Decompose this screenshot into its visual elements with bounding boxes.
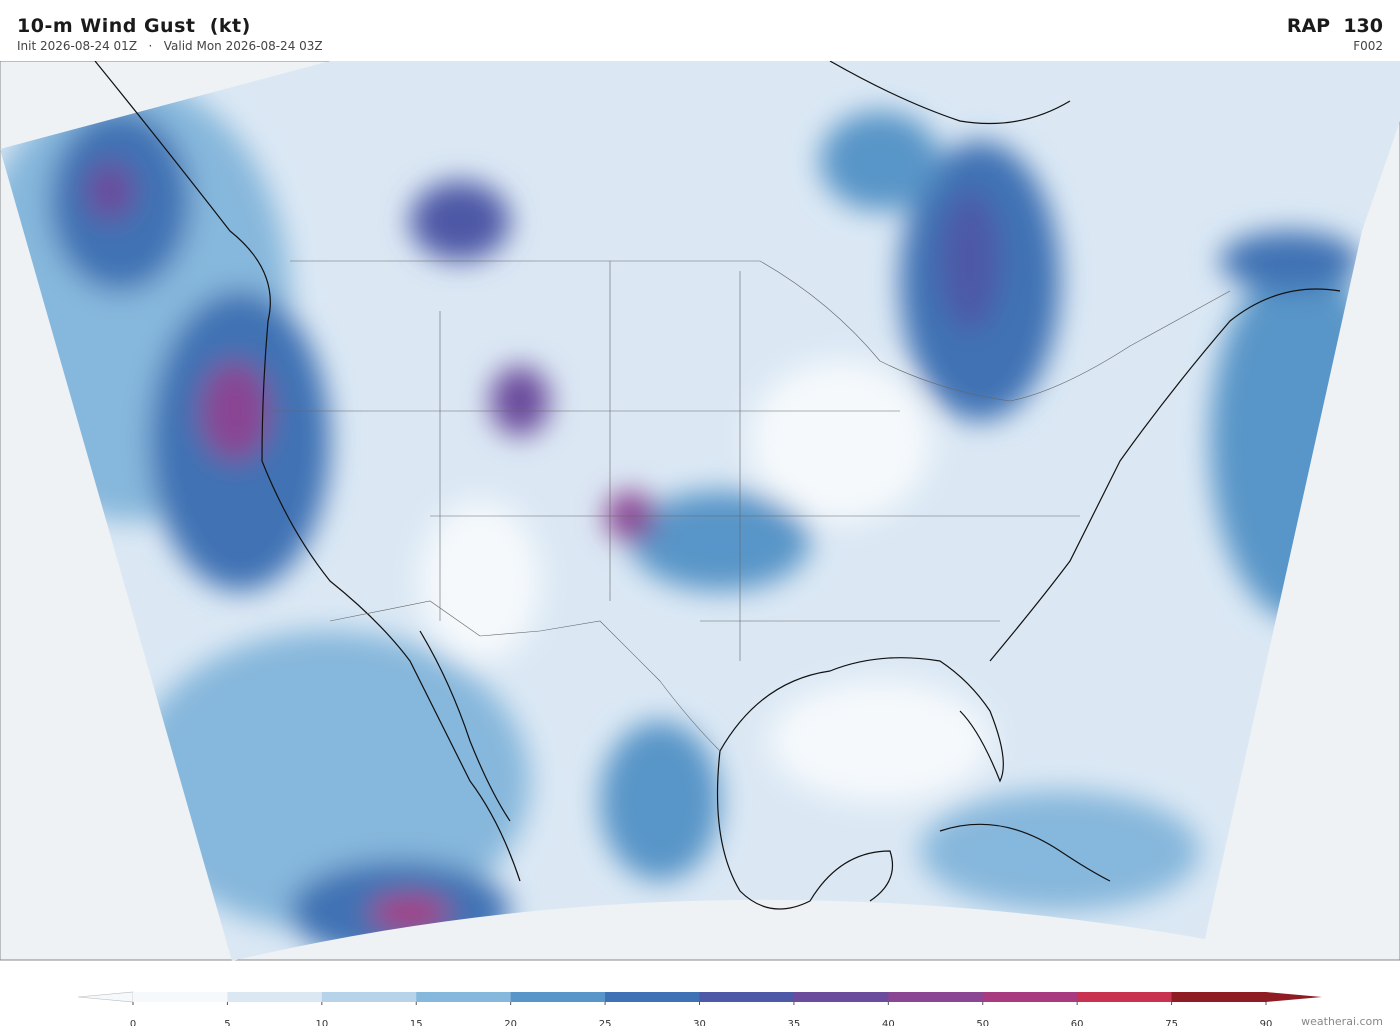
colorbar-segment (793, 992, 889, 1002)
colorbar-tick-label: 50 (976, 1019, 989, 1026)
colorbar-tick-label: 15 (410, 1019, 423, 1026)
wind-field (0, 61, 1400, 961)
forecast-hour: F002 (1353, 39, 1383, 53)
colorbar: 0 5 10 15 20 25 30 35 40 50 60 75 90 (77, 991, 1322, 1026)
coastlines (94, 61, 1341, 910)
colorbar-extend-low (77, 991, 134, 1003)
colorbar-segment (1171, 992, 1267, 1002)
map (0, 61, 1400, 961)
map-title: 10-m Wind Gust (kt) (17, 15, 251, 37)
model-label: RAP 130 (1286, 15, 1383, 37)
colorbar-segment (416, 992, 512, 1002)
colorbar-tick-label: 10 (315, 1019, 328, 1026)
colorbar-tick-label: 30 (693, 1019, 706, 1026)
colorbar-segment (982, 992, 1078, 1002)
credit: weatherai.com (1301, 1015, 1383, 1028)
colorbar-segment (133, 992, 228, 1002)
colorbar-tick-label: 20 (504, 1019, 517, 1026)
borders (270, 260, 1231, 752)
colorbar-tick-label: 0 (130, 1019, 136, 1026)
colorbar-segment (888, 992, 984, 1002)
colorbar-segment (510, 992, 606, 1002)
colorbar-tick-label: 35 (788, 1019, 801, 1026)
colorbar-segment (699, 992, 795, 1002)
colorbar-tick-label: 40 (882, 1019, 895, 1026)
colorbar-tick-label: 5 (224, 1019, 230, 1026)
colorbar-segment (321, 992, 417, 1002)
colorbar-extend-high (1266, 992, 1322, 1002)
colorbar-tick-label: 90 (1260, 1019, 1273, 1026)
colorbar-tick-label: 25 (599, 1019, 612, 1026)
colorbar-tick-label: 60 (1071, 1019, 1084, 1026)
colorbar-segment (605, 992, 700, 1002)
map-subtitle: Init 2026-08-24 01Z · Valid Mon 2026-08-… (17, 39, 323, 53)
colorbar-tick-label: 75 (1165, 1019, 1178, 1026)
colorbar-segment (1077, 992, 1173, 1002)
colorbar-segment (227, 992, 323, 1002)
